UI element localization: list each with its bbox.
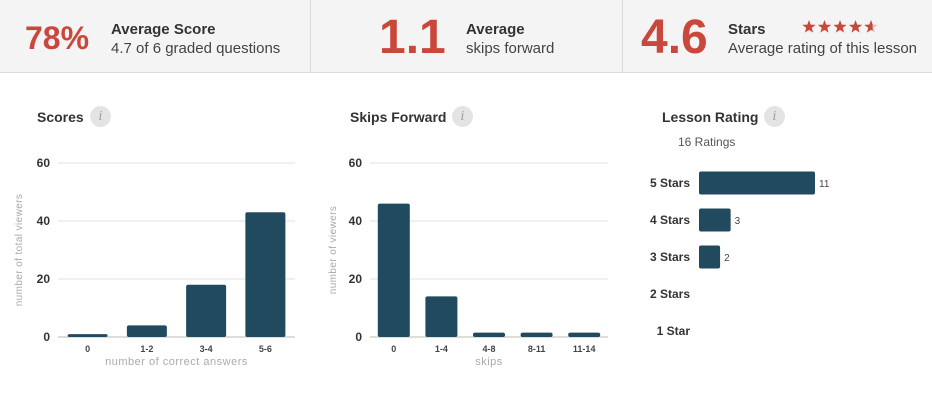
- average-skips-stat: 1.1 Average skips forward: [310, 0, 622, 72]
- rating-label: 5 Stars: [650, 176, 690, 190]
- rating-chart: 5 Stars 11 4 Stars 3 3 Stars 2 2 Stars 1 Star: [650, 171, 830, 338]
- star-icon: [848, 20, 863, 33]
- star-full: [848, 20, 863, 33]
- average-score-title: Average Score: [111, 21, 216, 38]
- rating-count: 11: [819, 179, 830, 190]
- average-skips-title: Average: [466, 21, 525, 38]
- star-partial: [864, 20, 873, 33]
- star-icon: [833, 20, 847, 33]
- x-tick-label: 11-14: [573, 344, 596, 354]
- x-tick-label: 1-4: [435, 344, 448, 354]
- rating-label: 2 Stars: [650, 287, 690, 301]
- rating-count: 3: [735, 216, 741, 227]
- star-full: [802, 20, 816, 33]
- x-tick-label: 8-11: [528, 344, 546, 354]
- y-tick-label: 0: [355, 330, 362, 344]
- x-tick-label: 3-4: [200, 344, 213, 354]
- x-tick-label: 5-6: [259, 344, 272, 354]
- y-tick-label: 60: [349, 156, 363, 170]
- bar: [425, 296, 458, 337]
- ratings-count: 16 Ratings: [678, 135, 736, 149]
- star-icon: [864, 20, 878, 33]
- star-icon: [817, 20, 832, 33]
- rating-label: 4 Stars: [650, 213, 690, 227]
- x-tick-label: 0: [391, 344, 396, 354]
- scores-chart-title: Scores: [37, 109, 84, 125]
- bar: [126, 325, 167, 337]
- bar: [186, 284, 227, 337]
- rating-label: 1 Star: [657, 324, 691, 338]
- rating-bar: [699, 171, 815, 195]
- skips-chart: 0 20 40 60 0 1-4 4-8 8-11 11-14 skips number of vi…: [328, 156, 608, 368]
- x-axis-label: number of correct answers: [105, 356, 248, 368]
- average-score-value: 78%: [25, 20, 90, 56]
- stars-title: Stars: [728, 21, 766, 38]
- rating-bar: [699, 208, 731, 232]
- star-icon: [802, 20, 816, 33]
- stars-stat: 4.6 Stars Average rating of this lesson: [622, 0, 932, 72]
- scores-chart: 0 20 40 60 0 1-2 3-4 5-6 number of correct answe…: [14, 156, 295, 368]
- bar: [377, 203, 410, 337]
- bar: [568, 332, 601, 337]
- info-icon[interactable]: i: [452, 106, 473, 127]
- y-tick-label: 20: [37, 272, 51, 286]
- x-tick-label: 1-2: [140, 344, 153, 354]
- average-skips-subtitle: skips forward: [466, 40, 555, 57]
- average-skips-value: 1.1: [379, 11, 446, 64]
- stars-subtitle: Average rating of this lesson: [728, 40, 918, 57]
- star-rating: [802, 20, 878, 33]
- bar: [245, 212, 286, 337]
- rating-chart-title: Lesson Rating: [662, 109, 759, 125]
- x-tick-label: 4-8: [482, 344, 495, 354]
- star-full: [833, 20, 847, 33]
- y-axis-label: number of total viewers: [14, 194, 25, 307]
- y-tick-label: 0: [43, 330, 50, 344]
- skips-chart-title: Skips Forward: [350, 109, 447, 125]
- star-full: [817, 20, 832, 33]
- rating-label: 3 Stars: [650, 250, 690, 264]
- stars-value: 4.6: [641, 11, 708, 64]
- y-axis-label: number of viewers: [328, 206, 339, 295]
- average-score-subtitle: 4.7 of 6 graded questions: [111, 40, 281, 57]
- x-axis-label: skips: [475, 356, 503, 368]
- y-tick-label: 40: [37, 214, 51, 228]
- y-tick-label: 20: [349, 272, 363, 286]
- average-score-stat: 78% Average Score 4.7 of 6 graded questi…: [0, 0, 310, 72]
- rating-bar: [699, 245, 721, 269]
- info-icon[interactable]: i: [90, 106, 111, 127]
- stats-bar: 78% Average Score 4.7 of 6 graded questi…: [0, 0, 932, 73]
- info-icon[interactable]: i: [764, 106, 785, 127]
- y-tick-label: 40: [349, 214, 363, 228]
- bar: [473, 332, 505, 337]
- y-tick-label: 60: [37, 156, 51, 170]
- x-tick-label: 0: [85, 344, 90, 354]
- bar: [520, 332, 553, 337]
- bar: [67, 334, 108, 337]
- rating-count: 2: [724, 253, 730, 264]
